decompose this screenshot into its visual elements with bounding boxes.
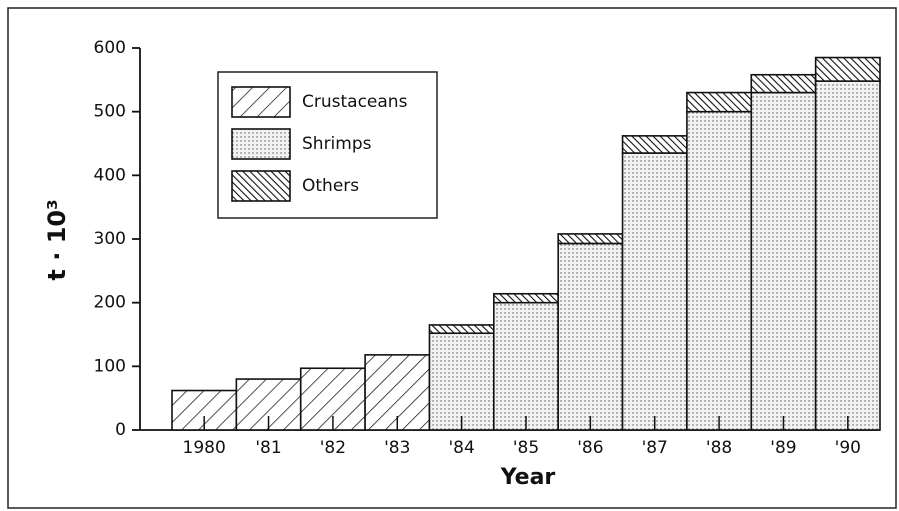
x-tick-label: '81 <box>255 438 281 458</box>
bar-segment <box>493 292 559 304</box>
bar-segment <box>750 91 817 431</box>
bar-segment <box>621 135 688 154</box>
y-axis-label: t · 10³ <box>43 199 71 280</box>
legend-label: Shrimps <box>302 134 372 154</box>
x-tick-label: '86 <box>577 438 603 458</box>
frame <box>7 7 897 509</box>
bar-segment <box>814 56 881 82</box>
y-tick-label: 0 <box>115 420 126 440</box>
x-tick-label: '88 <box>706 438 732 458</box>
legend-label: Others <box>302 176 359 196</box>
x-tick-label: '89 <box>770 438 796 458</box>
x-tick-label: 1980 <box>183 438 226 458</box>
y-tick-label: 100 <box>94 356 126 376</box>
y-tick-label: 400 <box>94 165 126 185</box>
x-tick-label: '82 <box>320 438 346 458</box>
x-tick-label: '87 <box>642 438 668 458</box>
x-tick-label: '83 <box>384 438 410 458</box>
bar-segment <box>814 80 881 431</box>
x-tick-label: '85 <box>513 438 539 458</box>
legend-swatch <box>231 170 291 202</box>
bar-segment <box>621 152 688 431</box>
x-tick-label: '90 <box>835 438 861 458</box>
bar-segment <box>428 332 495 431</box>
y-tick-label: 500 <box>94 102 126 122</box>
bar-segment <box>493 301 559 431</box>
legend-swatch <box>231 128 291 160</box>
bar-segment <box>750 73 817 94</box>
bar-segment <box>557 233 624 245</box>
y-tick-label: 200 <box>94 293 126 313</box>
x-tick-label: '84 <box>448 438 474 458</box>
bar-segment <box>686 91 753 113</box>
legend-swatch <box>231 86 291 118</box>
x-axis-label: Year <box>500 465 556 490</box>
legend-label: Crustaceans <box>302 92 408 112</box>
y-tick-label: 300 <box>94 229 126 249</box>
y-tick-label: 600 <box>94 38 126 58</box>
bar-segment <box>428 324 495 335</box>
bar-segment <box>557 242 624 431</box>
bar-segment <box>686 110 753 431</box>
